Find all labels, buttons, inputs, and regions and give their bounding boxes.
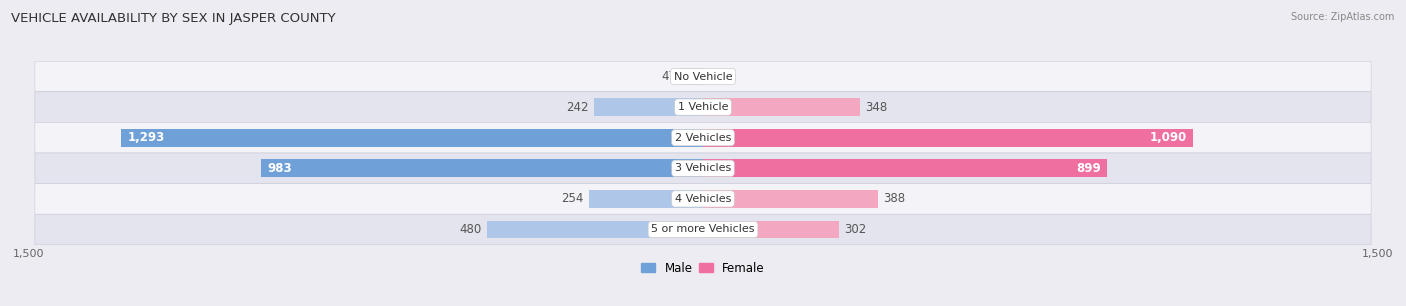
Text: 4 Vehicles: 4 Vehicles xyxy=(675,194,731,204)
FancyBboxPatch shape xyxy=(35,184,1371,214)
FancyBboxPatch shape xyxy=(35,122,1371,153)
Bar xyxy=(703,190,877,208)
Text: VEHICLE AVAILABILITY BY SEX IN JASPER COUNTY: VEHICLE AVAILABILITY BY SEX IN JASPER CO… xyxy=(11,12,336,25)
Text: 5 or more Vehicles: 5 or more Vehicles xyxy=(651,225,755,234)
Text: 388: 388 xyxy=(883,192,905,205)
Text: Source: ZipAtlas.com: Source: ZipAtlas.com xyxy=(1291,12,1395,22)
Text: 480: 480 xyxy=(460,223,482,236)
FancyBboxPatch shape xyxy=(35,214,1371,245)
Text: No Vehicle: No Vehicle xyxy=(673,72,733,81)
Text: 983: 983 xyxy=(267,162,292,175)
FancyBboxPatch shape xyxy=(35,92,1371,122)
Bar xyxy=(486,221,703,238)
Bar xyxy=(682,68,703,85)
FancyBboxPatch shape xyxy=(35,61,1371,92)
Text: 899: 899 xyxy=(1076,162,1101,175)
Bar xyxy=(260,159,703,177)
Text: 1,090: 1,090 xyxy=(1150,131,1187,144)
Text: 348: 348 xyxy=(865,101,887,114)
Bar xyxy=(703,98,859,116)
Bar xyxy=(703,129,1194,147)
FancyBboxPatch shape xyxy=(35,153,1371,184)
Text: 47: 47 xyxy=(661,70,676,83)
Text: 242: 242 xyxy=(567,101,589,114)
Text: 254: 254 xyxy=(561,192,583,205)
Text: 1,293: 1,293 xyxy=(128,131,166,144)
Bar xyxy=(589,190,703,208)
Bar xyxy=(703,159,1108,177)
Bar xyxy=(121,129,703,147)
Bar xyxy=(595,98,703,116)
Text: 302: 302 xyxy=(844,223,866,236)
Text: 0: 0 xyxy=(689,70,696,83)
Text: 1 Vehicle: 1 Vehicle xyxy=(678,102,728,112)
Text: 3 Vehicles: 3 Vehicles xyxy=(675,163,731,173)
Text: 2 Vehicles: 2 Vehicles xyxy=(675,133,731,143)
Bar xyxy=(703,221,839,238)
Legend: Male, Female: Male, Female xyxy=(637,257,769,279)
